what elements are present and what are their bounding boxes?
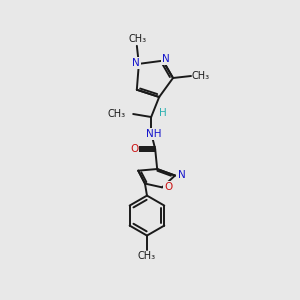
Text: N: N [132,58,140,68]
Text: CH₃: CH₃ [138,250,156,261]
Text: H: H [159,108,167,118]
Text: CH₃: CH₃ [129,34,147,44]
Text: CH₃: CH₃ [192,71,210,81]
Text: O: O [164,182,172,192]
Text: CH₃: CH₃ [107,109,125,119]
Text: NH: NH [146,129,162,139]
Text: N: N [178,169,186,179]
Text: O: O [130,144,138,154]
Text: N: N [162,54,170,64]
